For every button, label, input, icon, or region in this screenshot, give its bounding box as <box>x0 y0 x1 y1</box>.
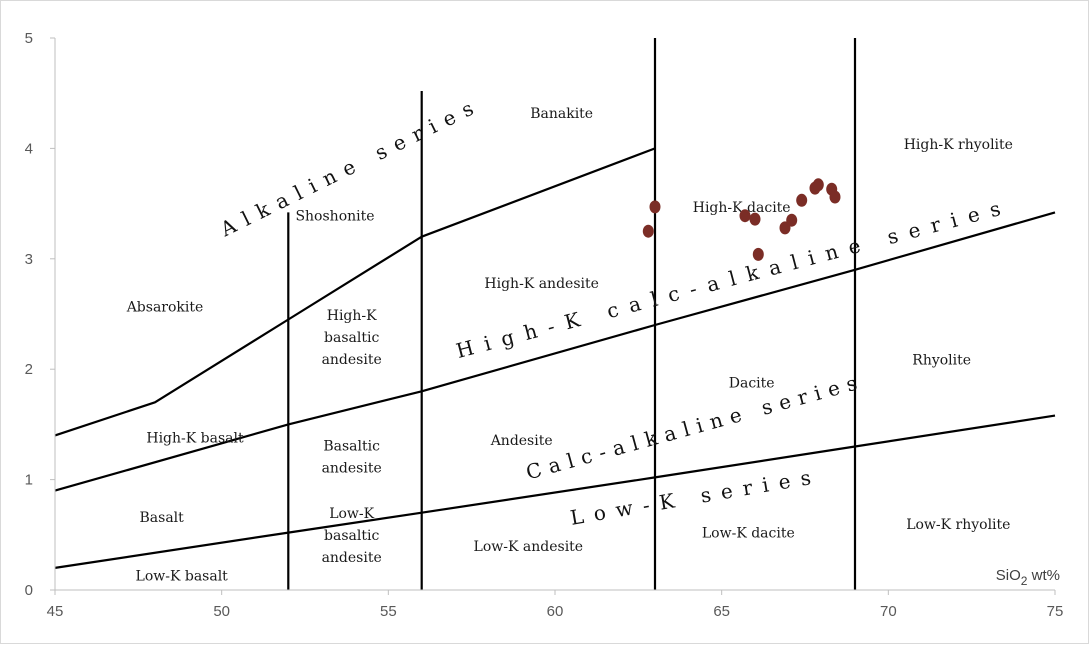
field-label-high-k-dacite: High-K dacite <box>693 200 791 216</box>
data-point-8 <box>796 193 808 207</box>
data-point-12 <box>829 190 841 204</box>
y-tick-label-5: 5 <box>25 30 33 47</box>
x-axis-unit-subscript: 2 <box>1021 574 1028 588</box>
x-tick-label-55: 55 <box>380 603 397 620</box>
y-tick-label-4: 4 <box>25 140 33 157</box>
boundary-line-3 <box>54 414 1056 569</box>
field-label-low-k-dacite: Low-K dacite <box>702 526 795 542</box>
x-tick-label-60: 60 <box>547 603 564 620</box>
data-point-2 <box>649 200 661 214</box>
field-label-low-k-rhyolite: Low-K rhyolite <box>906 517 1010 533</box>
y-tick-label-1: 1 <box>25 472 33 489</box>
field-label-high-k-basalt: High-K basalt <box>146 431 244 447</box>
x-tick-label-75: 75 <box>1047 603 1064 620</box>
data-point-3 <box>739 209 751 223</box>
field-label-low-k-basaltic-andesite-line-3: andesite <box>322 550 382 566</box>
field-label-basaltic-andesite-line-1: Basaltic <box>323 438 380 454</box>
field-label-low-k-basaltic-andesite-line-1: Low-K <box>329 506 374 522</box>
field-label-low-k-andesite: Low-K andesite <box>474 539 584 555</box>
field-label-high-k-basaltic-andesite-line-3: andesite <box>322 352 382 368</box>
x-tick-label-65: 65 <box>713 603 730 620</box>
data-point-5 <box>752 247 764 261</box>
field-label-dacite: Dacite <box>729 375 775 391</box>
y-tick-label-2: 2 <box>25 361 33 378</box>
data-point-7 <box>786 213 798 227</box>
boundary-line-2 <box>54 211 1056 492</box>
field-label-basalt: Basalt <box>140 510 185 526</box>
field-label-rhyolite: Rhyolite <box>912 352 971 368</box>
field-label-shoshonite: Shoshonite <box>295 209 374 225</box>
x-tick-label-70: 70 <box>880 603 897 620</box>
data-points-layer <box>642 178 841 261</box>
field-label-high-k-andesite: High-K andesite <box>484 276 599 292</box>
data-point-10 <box>812 178 824 192</box>
field-labels-layer: Banakite High-K rhyolite High-K dacite Shos… <box>126 106 1013 585</box>
y-tick-label-3: 3 <box>25 251 33 268</box>
x-tick-label-45: 45 <box>47 603 64 620</box>
field-label-low-k-basalt: Low-K basalt <box>136 569 229 585</box>
field-label-low-k-basaltic-andesite-line-2: basaltic <box>324 528 379 544</box>
field-label-high-k-basaltic-andesite-line-2: basaltic <box>324 330 379 346</box>
field-label-basaltic-andesite-line-2: andesite <box>322 460 382 476</box>
y-tick-label-0: 0 <box>25 582 33 599</box>
field-label-high-k-rhyolite: High-K rhyolite <box>904 137 1013 153</box>
x-axis-unit-label: SiO2 wt% <box>996 567 1060 588</box>
field-label-high-k-basaltic-andesite-line-1: High-K <box>327 308 377 324</box>
field-label-andesite: Andesite <box>490 433 553 449</box>
field-label-banakite: Banakite <box>530 106 593 122</box>
data-point-4 <box>749 212 761 226</box>
x-tick-label-50: 50 <box>213 603 230 620</box>
field-label-absarokite: Absarokite <box>126 299 204 315</box>
x-axis-unit-main: SiO <box>996 567 1021 584</box>
data-point-1 <box>642 224 654 238</box>
x-axis-unit-rest: wt% <box>1027 567 1060 584</box>
boundary-lines-layer <box>54 38 1056 590</box>
